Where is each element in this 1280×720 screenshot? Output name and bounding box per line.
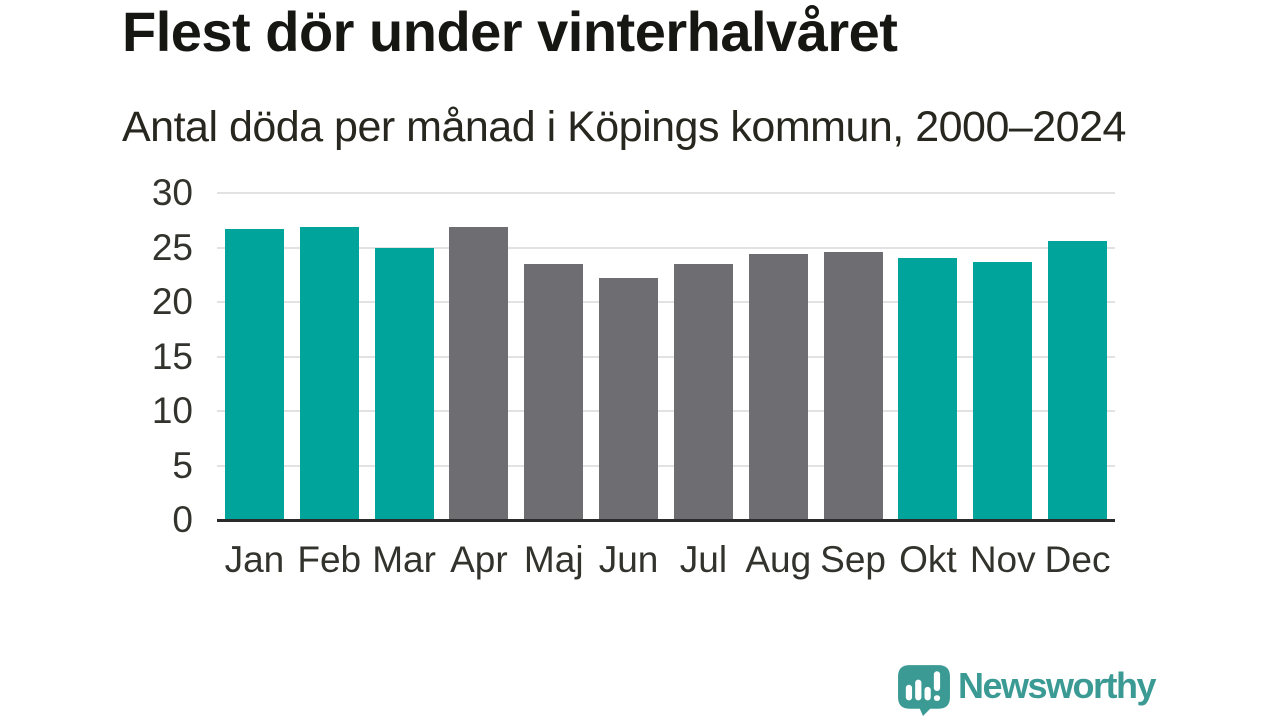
- bar-chart-speech-bubble-icon: [897, 664, 951, 720]
- y-tick-label-0: 0: [172, 499, 193, 540]
- bar-nov: [973, 261, 1033, 520]
- x-axis-line: [217, 519, 1115, 522]
- bar-jan: [224, 228, 284, 520]
- x-tick-label-sep: Sep: [820, 539, 886, 580]
- x-tick-label-jul: Jul: [679, 539, 728, 580]
- x-tick-label-dec: Dec: [1044, 539, 1111, 580]
- gridline-20: [217, 301, 1115, 303]
- chart-subtitle: Antal döda per månad i Köpings kommun, 2…: [122, 103, 1126, 151]
- x-tick-label-jun: Jun: [598, 539, 659, 580]
- x-tick-label-maj: Maj: [523, 539, 584, 580]
- chart-title: Flest dör under vinterhalvåret: [122, 0, 898, 63]
- x-tick-label-jan: Jan: [224, 539, 285, 580]
- bar-feb: [299, 226, 359, 520]
- gridline-5: [217, 464, 1115, 467]
- bar-jun: [599, 278, 659, 520]
- y-tick-label-25: 25: [151, 226, 193, 268]
- gridline-15: [217, 355, 1115, 358]
- bar-okt: [898, 258, 958, 520]
- newsworthy-logo: Newsworthy: [897, 664, 1157, 720]
- bar-dec: [1048, 240, 1108, 520]
- gridline-30: [217, 192, 1115, 194]
- bar-sep: [823, 251, 883, 520]
- y-tick-label-30: 30: [151, 172, 193, 213]
- gridline-25: [217, 246, 1115, 249]
- y-tick-label-15: 15: [151, 335, 193, 377]
- y-tick-label-10: 10: [151, 390, 193, 431]
- x-tick-label-okt: Okt: [899, 539, 957, 580]
- newsworthy-logo-text: Newsworthy: [958, 665, 1157, 706]
- x-tick-label-aug: Aug: [745, 539, 812, 580]
- x-tick-label-feb: Feb: [297, 539, 362, 580]
- x-tick-label-nov: Nov: [969, 539, 1036, 580]
- bar-jul: [673, 263, 733, 520]
- y-tick-label-20: 20: [151, 281, 193, 322]
- bar-mar: [374, 247, 434, 520]
- x-tick-label-apr: Apr: [450, 539, 508, 580]
- bar-aug: [748, 254, 808, 520]
- y-tick-label-5: 5: [172, 444, 193, 486]
- x-tick-label-mar: Mar: [372, 539, 436, 580]
- gridline-10: [217, 410, 1115, 412]
- bar-apr: [449, 226, 509, 520]
- bar-maj: [524, 263, 584, 520]
